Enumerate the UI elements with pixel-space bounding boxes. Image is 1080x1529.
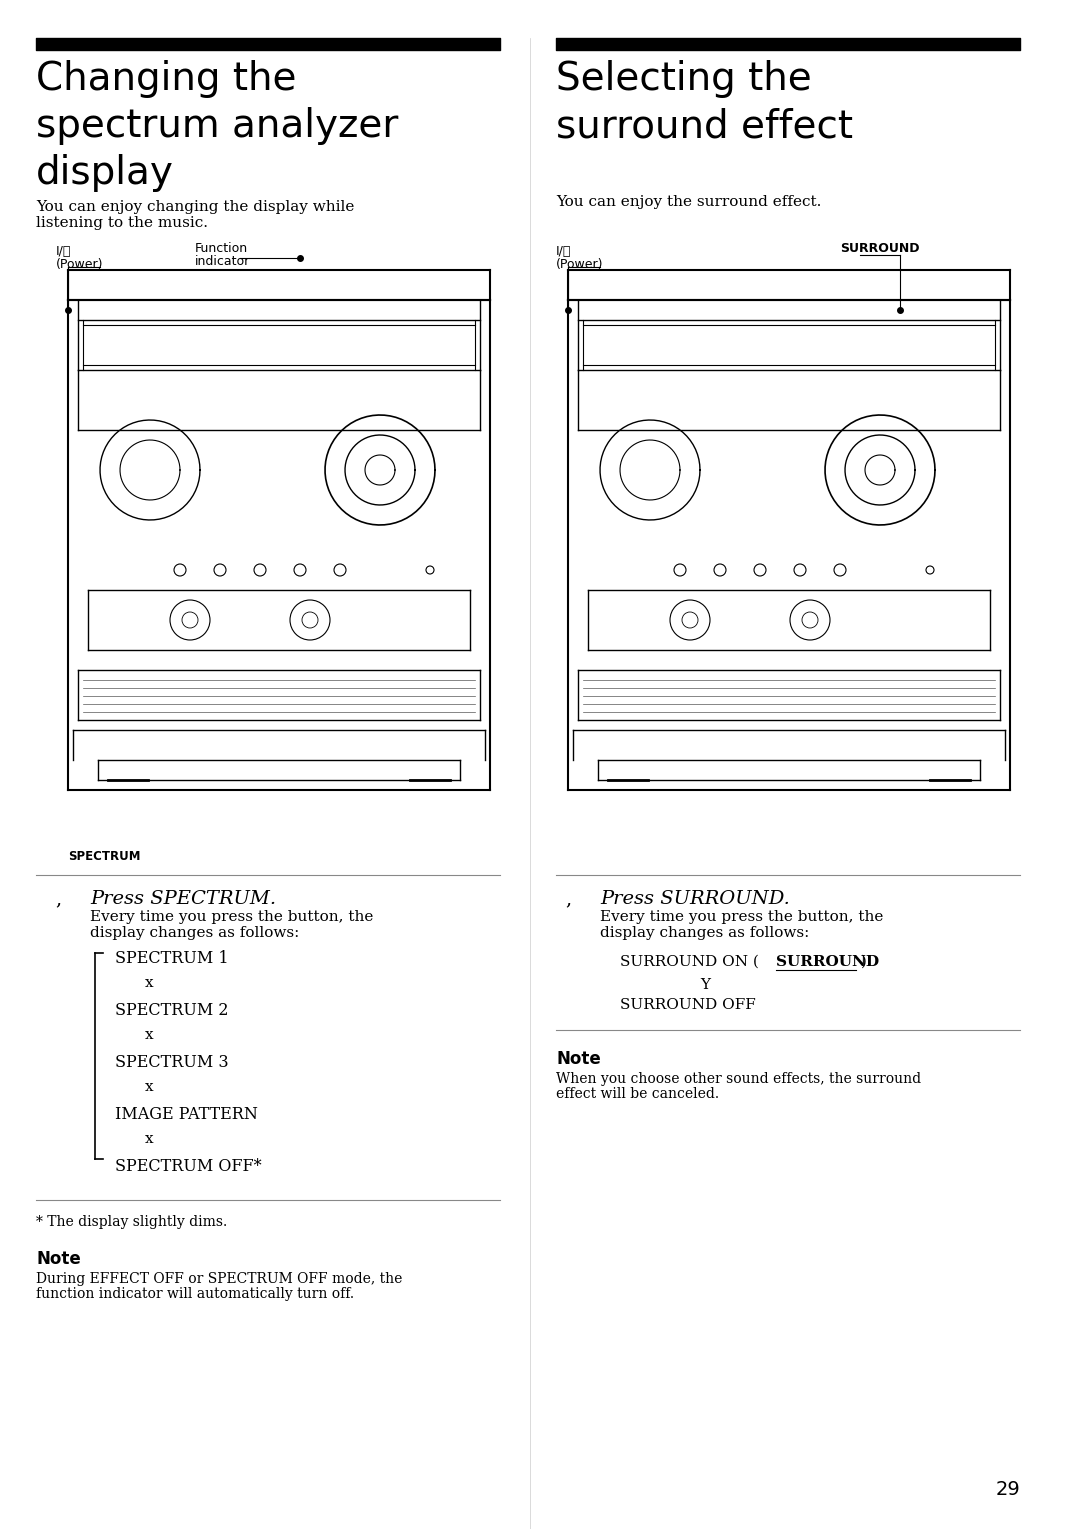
Text: indicator: indicator bbox=[195, 255, 251, 268]
Text: 29: 29 bbox=[996, 1480, 1020, 1498]
Text: I/⏻: I/⏻ bbox=[556, 245, 571, 258]
Text: (Power): (Power) bbox=[56, 258, 104, 271]
Text: I/⏻: I/⏻ bbox=[56, 245, 71, 258]
Text: SURROUND: SURROUND bbox=[777, 956, 879, 969]
Text: Selecting the
surround effect: Selecting the surround effect bbox=[556, 60, 853, 145]
Text: You can enjoy changing the display while
listening to the music.: You can enjoy changing the display while… bbox=[36, 200, 354, 231]
Text: Every time you press the button, the: Every time you press the button, the bbox=[90, 910, 374, 924]
Text: x: x bbox=[145, 1131, 153, 1147]
Text: Changing the
spectrum analyzer
display: Changing the spectrum analyzer display bbox=[36, 60, 399, 193]
Text: SURROUND OFF: SURROUND OFF bbox=[620, 998, 756, 1012]
Text: (Power): (Power) bbox=[556, 258, 604, 271]
Text: Press SURROUND.: Press SURROUND. bbox=[600, 890, 789, 908]
Text: effect will be canceled.: effect will be canceled. bbox=[556, 1087, 719, 1101]
Text: Note: Note bbox=[556, 1050, 600, 1067]
Text: SPECTRUM 3: SPECTRUM 3 bbox=[114, 1053, 229, 1070]
Text: Note: Note bbox=[36, 1251, 81, 1268]
Text: IMAGE PATTERN: IMAGE PATTERN bbox=[114, 1105, 258, 1122]
Text: SPECTRUM 1: SPECTRUM 1 bbox=[114, 950, 229, 966]
Text: SPECTRUM OFF*: SPECTRUM OFF* bbox=[114, 1157, 261, 1174]
Text: ): ) bbox=[856, 956, 867, 969]
Text: During EFFECT OFF or SPECTRUM OFF mode, the: During EFFECT OFF or SPECTRUM OFF mode, … bbox=[36, 1272, 403, 1286]
Text: Every time you press the button, the: Every time you press the button, the bbox=[600, 910, 883, 924]
Text: Function: Function bbox=[195, 242, 248, 255]
Text: Press SPECTRUM.: Press SPECTRUM. bbox=[90, 890, 276, 908]
Text: SURROUND: SURROUND bbox=[840, 242, 919, 255]
Text: ,: , bbox=[565, 890, 571, 908]
Text: You can enjoy the surround effect.: You can enjoy the surround effect. bbox=[556, 196, 822, 209]
Text: SPECTRUM 2: SPECTRUM 2 bbox=[114, 1001, 229, 1018]
Text: x: x bbox=[145, 976, 153, 989]
Text: function indicator will automatically turn off.: function indicator will automatically tu… bbox=[36, 1287, 354, 1301]
Text: display changes as follows:: display changes as follows: bbox=[600, 927, 809, 940]
Text: x: x bbox=[145, 1079, 153, 1095]
Text: x: x bbox=[145, 1027, 153, 1041]
Text: Y: Y bbox=[700, 979, 710, 992]
Text: * The display slightly dims.: * The display slightly dims. bbox=[36, 1216, 227, 1229]
Text: ,: , bbox=[55, 890, 62, 908]
Text: SPECTRUM: SPECTRUM bbox=[68, 850, 140, 862]
Text: SURROUND ON (: SURROUND ON ( bbox=[620, 956, 759, 969]
Text: display changes as follows:: display changes as follows: bbox=[90, 927, 299, 940]
Text: When you choose other sound effects, the surround: When you choose other sound effects, the… bbox=[556, 1072, 921, 1086]
